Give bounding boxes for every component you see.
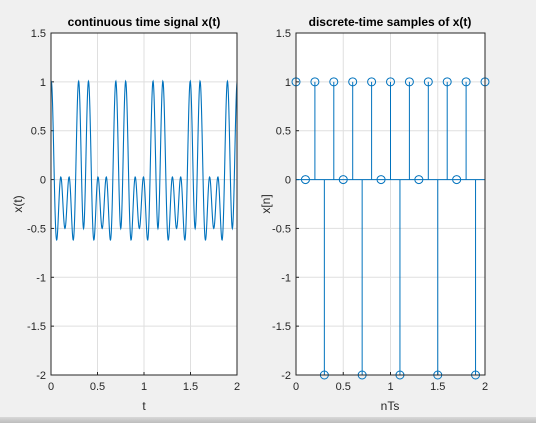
y-tick-labels: -2 -1.5 -1 -0.5 0 0.5 1 1.5 [27,28,46,382]
y-tick-label: 0 [285,175,291,187]
x-axis-label: t [142,399,146,413]
x-tick-label: 0 [48,381,54,393]
x-tick-label: 2 [482,381,488,393]
series-line [50,79,238,241]
stem-marker [461,77,471,87]
y-tick-label: -1 [36,272,46,284]
y-tick-label: 0.5 [31,126,46,138]
y-axis-label: x[n] [259,194,273,213]
window-bottom-edge [0,417,536,423]
x-axis-label: nTs [381,399,400,413]
stem-marker [329,77,339,87]
stem-marker [310,77,320,87]
chart-title: discrete-time samples of x(t) [309,15,472,29]
x-tick-label: 1.5 [183,381,198,393]
axes-frame [50,32,238,376]
axes-frame [295,32,486,376]
chart-title: continuous time signal x(t) [68,15,221,29]
y-tick-label: -0.5 [272,223,291,235]
stem-marker [386,77,395,87]
y-tick-label: 0.5 [276,126,291,138]
stem-marker [367,77,377,87]
x-tick-label: 0.5 [336,381,351,393]
series-marks [50,79,238,241]
x-tick-label: 0.5 [90,381,105,393]
y-tick-label: 1 [40,77,46,89]
y-tick-label: -1.5 [272,321,291,333]
y-tick-label: -1 [281,272,291,284]
stem-marker [404,77,414,87]
plot-discrete-samples: 0 0.5 1 1.5 2 -2 -1.5 -1 -0.5 0 0.5 1 1.5 discrete-… [259,15,490,413]
x-tick-label: 1 [387,381,393,393]
x-tick-label: 1 [141,381,147,393]
y-tick-label: 1.5 [31,28,46,40]
x-tick-label: 1.5 [430,381,445,393]
x-tick-labels: 0 0.5 1 1.5 2 [293,381,488,393]
x-tick-labels: 0 0.5 1 1.5 2 [48,381,240,393]
y-tick-label: -0.5 [27,223,46,235]
stem-marker [423,77,433,87]
x-tick-label: 0 [293,381,299,393]
stem-marker [348,77,358,87]
stem-marker [442,77,452,87]
plot-continuous-signal: 0 0.5 1 1.5 2 -2 -1.5 -1 -0.5 0 0.5 1 1.5 continuou… [11,15,240,413]
y-tick-label: -2 [281,370,291,382]
y-tick-label: -1.5 [27,321,46,333]
y-tick-label: 1.5 [276,28,291,40]
y-tick-labels: -2 -1.5 -1 -0.5 0 0.5 1 1.5 [272,28,291,382]
y-tick-label: 1 [285,77,291,89]
x-tick-label: 2 [234,381,240,393]
y-tick-label: 0 [40,175,46,187]
y-tick-label: -2 [36,370,46,382]
y-axis-label: x(t) [11,195,25,212]
